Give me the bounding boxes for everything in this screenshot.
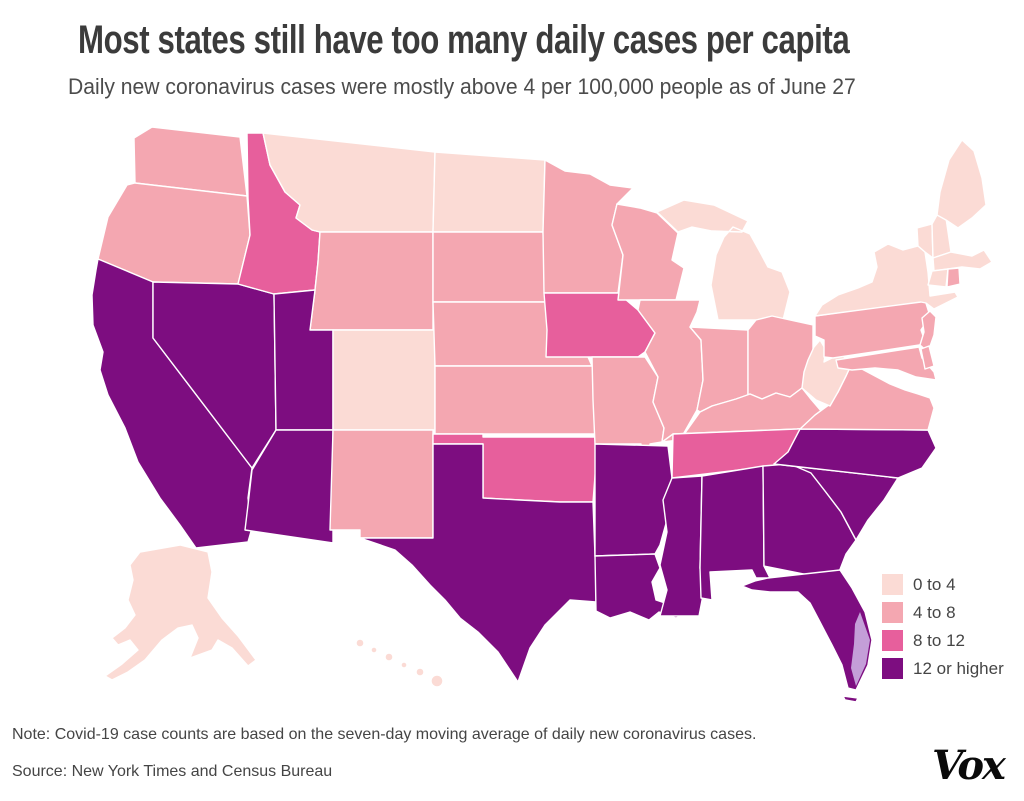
- state-IA: [543, 292, 656, 358]
- state-MD: [835, 346, 937, 381]
- legend-label: 8 to 12: [913, 630, 965, 650]
- state-WA: [133, 126, 248, 197]
- legend-swatch: [882, 574, 903, 595]
- source-text: Source: New York Times and Census Bureau: [12, 763, 333, 780]
- state-NC: [773, 428, 937, 479]
- state-ND: [432, 151, 546, 233]
- state-MO: [591, 356, 665, 454]
- state-SD: [432, 231, 548, 303]
- legend: 0 to 4 4 to 8 8 to 12 12 or higher: [882, 574, 1004, 679]
- state-WI: [611, 203, 685, 301]
- state-ME: [936, 139, 987, 229]
- legend-label: 0 to 4: [913, 574, 956, 594]
- state-KS: [434, 365, 596, 435]
- state-MS: [659, 475, 705, 617]
- legend-label: 12 or higher: [913, 658, 1004, 678]
- state-WY: [309, 231, 434, 331]
- state-NM: [329, 429, 434, 539]
- legend-item-0-to-4: 0 to 4: [882, 574, 1004, 595]
- state-NJ: [919, 310, 937, 353]
- legend-swatch: [882, 658, 903, 679]
- vox-logo: Vox: [932, 742, 1006, 789]
- page-title: Most states still have too many daily ca…: [78, 18, 850, 62]
- state-RI: [946, 267, 961, 288]
- florida-coast-highlight: [851, 612, 870, 686]
- legend-item-8-to-12: 8 to 12: [882, 630, 1004, 651]
- legend-label: 4 to 8: [913, 602, 956, 622]
- state-FL: [741, 569, 873, 703]
- states-layer: [91, 126, 993, 703]
- legend-item-12-or-higher: 12 or higher: [882, 658, 1004, 679]
- state-CO: [332, 329, 436, 431]
- state-SC: [773, 463, 899, 541]
- state-AR: [594, 443, 673, 557]
- state-AK: [104, 544, 257, 681]
- note-text: Note: Covid-19 case counts are based on …: [12, 726, 757, 743]
- legend-swatch: [882, 602, 903, 623]
- state-PA: [814, 299, 931, 359]
- legend-swatch: [882, 630, 903, 651]
- state-MI: [656, 199, 791, 321]
- page-subtitle: Daily new coronavirus cases were mostly …: [68, 74, 856, 99]
- state-NH: [931, 214, 952, 259]
- legend-item-4-to-8: 4 to 8: [882, 602, 1004, 623]
- state-CT: [927, 268, 949, 288]
- state-HI: [355, 638, 444, 688]
- state-TX: [359, 443, 599, 683]
- state-DE: [920, 345, 935, 370]
